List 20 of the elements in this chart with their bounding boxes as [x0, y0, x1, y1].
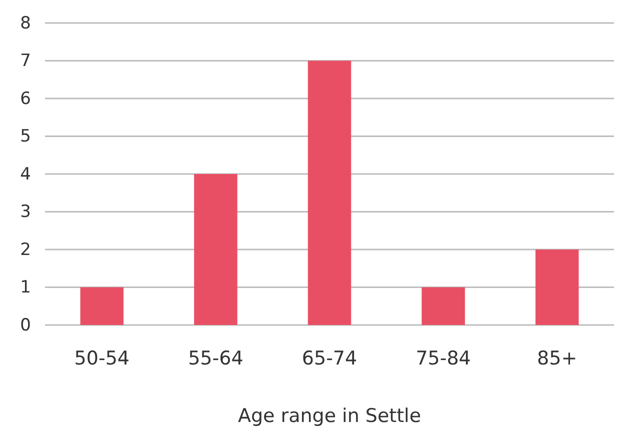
y-tick-label: 6	[20, 88, 31, 109]
x-tick-label: 75-84	[416, 347, 471, 370]
x-tick-label: 65-74	[302, 347, 358, 370]
y-tick-label: 1	[20, 278, 31, 298]
bar	[80, 287, 124, 325]
x-axis-title: Age range in Settle	[238, 405, 422, 427]
y-tick-label: 4	[20, 164, 31, 184]
bar	[422, 287, 465, 325]
y-tick-label: 7	[20, 51, 31, 72]
y-tick-label: 0	[20, 315, 31, 336]
bar	[308, 60, 352, 325]
bar	[194, 174, 238, 325]
x-tick-label: 50-54	[74, 347, 130, 370]
x-tick-label: 85+	[537, 347, 578, 370]
y-tick-label: 2	[20, 240, 31, 260]
y-tick-label: 5	[20, 126, 31, 147]
bar	[535, 250, 579, 325]
x-tick-label: 55-64	[188, 347, 244, 370]
y-tick-label: 3	[20, 202, 31, 222]
y-tick-label: 8	[20, 13, 31, 34]
